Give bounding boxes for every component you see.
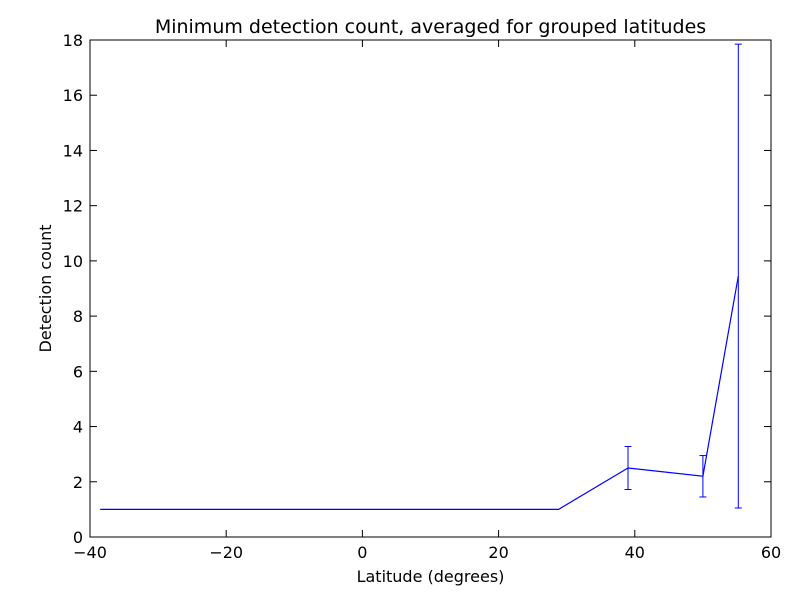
y-tick-label: 16 — [63, 86, 83, 105]
x-tick-label: 40 — [625, 543, 645, 562]
y-tick-label: 4 — [73, 418, 83, 437]
axis-ticks: −40 −20 0 20 40 60 0 2 4 6 8 10 12 14 16 18 — [63, 31, 782, 562]
error-bar — [699, 455, 707, 498]
x-tick-label: 0 — [357, 543, 367, 562]
y-tick-label: 12 — [63, 197, 83, 216]
y-tick-label: 6 — [73, 362, 83, 381]
error-bar — [734, 43, 742, 509]
y-tick-label: 14 — [63, 141, 83, 160]
series-line — [100, 275, 739, 510]
x-tick-label: −20 — [209, 543, 243, 562]
x-tick-label: −40 — [73, 543, 107, 562]
y-tick-label: 2 — [73, 473, 83, 492]
x-axis-title: Latitude (degrees) — [357, 567, 505, 586]
chart-title: Minimum detection count, averaged for gr… — [155, 16, 706, 38]
y-tick-label: 18 — [63, 31, 83, 50]
error-bar — [624, 445, 632, 491]
plot-frame — [89, 39, 772, 538]
y-tick-label: 10 — [63, 252, 83, 271]
series-layer — [100, 43, 742, 510]
x-tick-label: 60 — [761, 543, 781, 562]
y-axis-title: Detection count — [36, 225, 55, 353]
y-tick-label: 0 — [73, 528, 83, 547]
x-tick-label: 20 — [488, 543, 508, 562]
y-tick-label: 8 — [73, 307, 83, 326]
